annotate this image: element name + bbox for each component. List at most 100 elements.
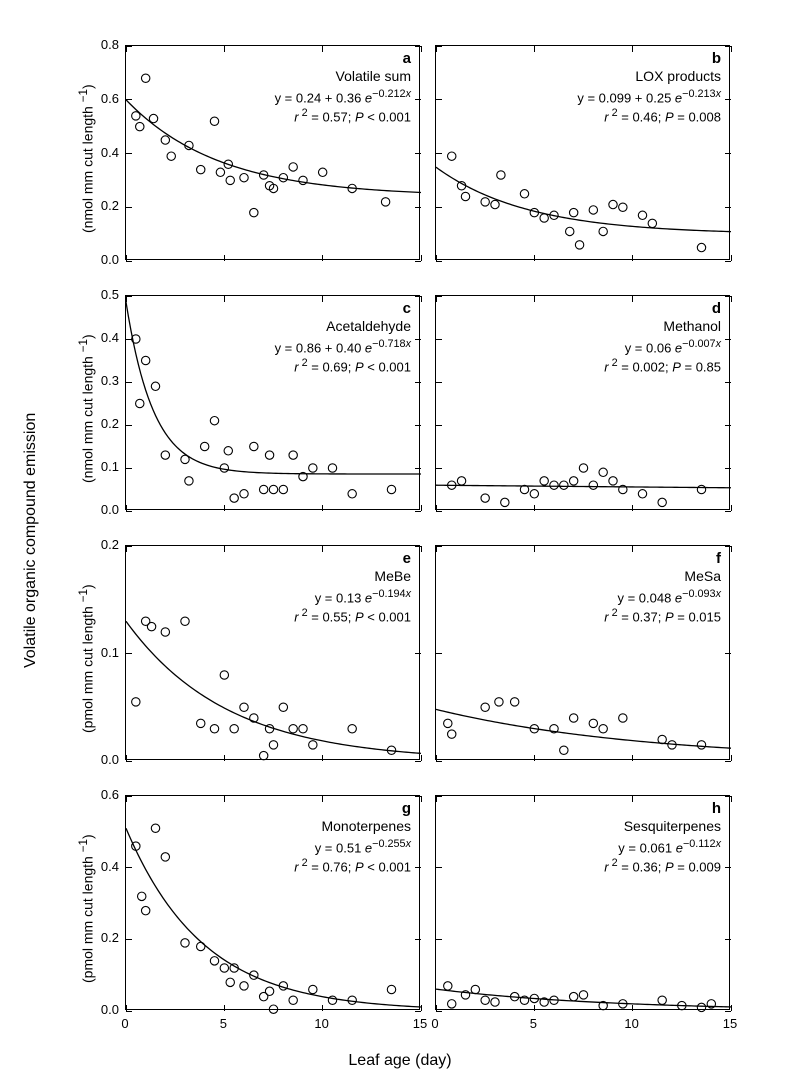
data-point bbox=[658, 996, 666, 1004]
y-tick bbox=[126, 761, 132, 762]
x-tick-label: 5 bbox=[208, 1016, 238, 1031]
y-tick bbox=[415, 425, 421, 426]
y-tick bbox=[436, 939, 442, 940]
y-tick-label: 0.0 bbox=[87, 1002, 119, 1017]
panel-title: LOX products bbox=[635, 68, 721, 84]
y-tick bbox=[436, 207, 442, 208]
panel-letter: e bbox=[403, 550, 411, 567]
x-tick bbox=[322, 546, 323, 552]
y-tick bbox=[126, 867, 132, 868]
x-tick bbox=[731, 546, 732, 552]
y-tick bbox=[126, 425, 132, 426]
x-tick-label: 0 bbox=[420, 1016, 450, 1031]
y-tick-label: 0.0 bbox=[87, 752, 119, 767]
data-point bbox=[309, 464, 317, 472]
data-point bbox=[289, 725, 297, 733]
panel-letter: f bbox=[716, 550, 721, 567]
data-point bbox=[575, 241, 583, 249]
x-tick bbox=[224, 546, 225, 552]
y-tick bbox=[415, 382, 421, 383]
panel-letter: a bbox=[403, 50, 411, 67]
y-tick bbox=[415, 761, 421, 762]
y-tick bbox=[126, 207, 132, 208]
x-tick bbox=[322, 505, 323, 511]
data-point bbox=[495, 698, 503, 706]
y-tick bbox=[725, 796, 731, 797]
y-tick bbox=[725, 99, 731, 100]
data-point bbox=[481, 198, 489, 206]
x-tick-label: 10 bbox=[617, 1016, 647, 1031]
data-point bbox=[269, 485, 277, 493]
y-tick bbox=[415, 796, 421, 797]
data-point bbox=[151, 382, 159, 390]
y-tick bbox=[436, 382, 442, 383]
data-point bbox=[136, 122, 144, 130]
data-point bbox=[448, 730, 456, 738]
panel-title: Methanol bbox=[663, 318, 721, 334]
y-tick-label: 0.6 bbox=[87, 787, 119, 802]
y-tick bbox=[436, 99, 442, 100]
data-point bbox=[197, 165, 205, 173]
data-point bbox=[161, 136, 169, 144]
y-tick bbox=[126, 939, 132, 940]
data-point bbox=[471, 985, 479, 993]
panel-equation: y = 0.51 e−0.255xr 2 = 0.76; P < 0.001 bbox=[294, 838, 411, 875]
x-tick bbox=[436, 546, 437, 552]
x-tick bbox=[436, 46, 437, 52]
x-tick bbox=[224, 255, 225, 261]
x-tick bbox=[224, 46, 225, 52]
x-tick bbox=[322, 296, 323, 302]
x-tick bbox=[632, 46, 633, 52]
x-tick bbox=[224, 296, 225, 302]
panel-letter: c bbox=[403, 300, 411, 317]
y-tick bbox=[725, 761, 731, 762]
data-point bbox=[448, 152, 456, 160]
data-point bbox=[265, 987, 273, 995]
data-point bbox=[328, 464, 336, 472]
y-tick bbox=[415, 339, 421, 340]
y-tick bbox=[415, 939, 421, 940]
y-tick-label: 0.5 bbox=[87, 287, 119, 302]
panel-equation: y = 0.13 e−0.194xr 2 = 0.55; P < 0.001 bbox=[294, 588, 411, 625]
data-point bbox=[569, 714, 577, 722]
y-tick bbox=[725, 511, 731, 512]
data-point bbox=[220, 464, 228, 472]
data-point bbox=[481, 996, 489, 1004]
data-point bbox=[381, 198, 389, 206]
data-point bbox=[161, 628, 169, 636]
panel-letter: g bbox=[402, 800, 411, 817]
panel-title: Volatile sum bbox=[336, 68, 411, 84]
x-tick bbox=[534, 796, 535, 802]
x-tick bbox=[126, 46, 127, 52]
y-tick bbox=[725, 1011, 731, 1012]
data-point bbox=[141, 906, 149, 914]
data-point bbox=[289, 451, 297, 459]
data-point bbox=[279, 703, 287, 711]
x-tick bbox=[632, 296, 633, 302]
data-point bbox=[240, 173, 248, 181]
data-point bbox=[638, 490, 646, 498]
data-point bbox=[589, 481, 597, 489]
data-point bbox=[279, 485, 287, 493]
data-point bbox=[579, 991, 587, 999]
data-point bbox=[299, 725, 307, 733]
panel-title: MeBe bbox=[374, 568, 411, 584]
y-tick bbox=[436, 546, 442, 547]
y-tick bbox=[436, 339, 442, 340]
data-point bbox=[540, 214, 548, 222]
data-point bbox=[240, 490, 248, 498]
data-point bbox=[550, 481, 558, 489]
y-tick bbox=[126, 99, 132, 100]
x-tick bbox=[534, 255, 535, 261]
y-tick bbox=[126, 1011, 132, 1012]
x-tick bbox=[534, 546, 535, 552]
panel-letter: b bbox=[712, 50, 721, 67]
data-point bbox=[481, 494, 489, 502]
data-point bbox=[491, 200, 499, 208]
x-tick bbox=[534, 755, 535, 761]
data-point bbox=[220, 671, 228, 679]
y-tick bbox=[436, 867, 442, 868]
panel-b: bLOX productsy = 0.099 + 0.25 e−0.213xr … bbox=[435, 45, 730, 260]
panel-a: aVolatile sumy = 0.24 + 0.36 e−0.212xr 2… bbox=[125, 45, 420, 260]
x-tick bbox=[224, 505, 225, 511]
